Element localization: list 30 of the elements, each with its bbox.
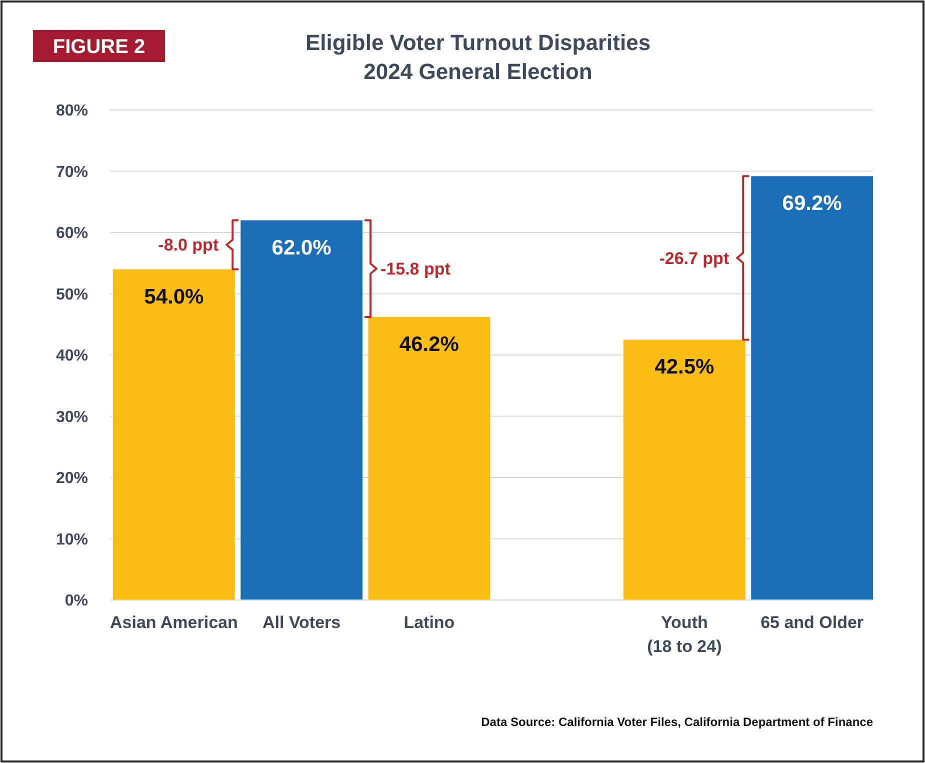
x-tick-label: Asian American: [110, 613, 238, 632]
bar: [113, 269, 235, 600]
x-tick-label: All Voters: [262, 613, 341, 632]
y-tick-label: 40%: [56, 348, 88, 365]
y-tick-label: 0%: [64, 592, 88, 610]
x-tick-label: Youth (18 to 24): [647, 613, 722, 656]
y-tick-label: 30%: [56, 408, 88, 426]
data-label: 42.5%: [654, 356, 715, 379]
data-label: 69.2%: [782, 192, 842, 216]
y-tick-label: 80%: [56, 102, 88, 120]
annotation: -15.8 ppt: [380, 260, 451, 279]
source-note: Data Source: California Voter Files, California Department of Finance: [481, 715, 874, 729]
bar: [368, 317, 490, 600]
y-tick-label: 70%: [56, 164, 88, 181]
bar: [751, 176, 873, 600]
y-tick-label: 20%: [56, 470, 88, 488]
y-tick-label: 50%: [56, 286, 88, 304]
x-tick-label: Latino: [404, 613, 455, 632]
annotation: -26.7 ppt: [659, 248, 730, 268]
data-label: 54.0%: [144, 285, 204, 308]
annotation: -8.0 ppt: [158, 236, 219, 255]
bar: [623, 340, 746, 600]
bar: [240, 220, 363, 600]
y-tick-label: 10%: [56, 531, 88, 548]
data-label: 62.0%: [272, 236, 332, 260]
data-label: 46.2%: [399, 333, 460, 356]
x-tick-label: 65 and Older: [760, 613, 864, 632]
y-tick-label: 60%: [56, 225, 88, 242]
caption: FIGURE 2: [52, 36, 146, 58]
chart-title: Eligible Voter Turnout Disparities 2024 General Election: [305, 30, 651, 84]
